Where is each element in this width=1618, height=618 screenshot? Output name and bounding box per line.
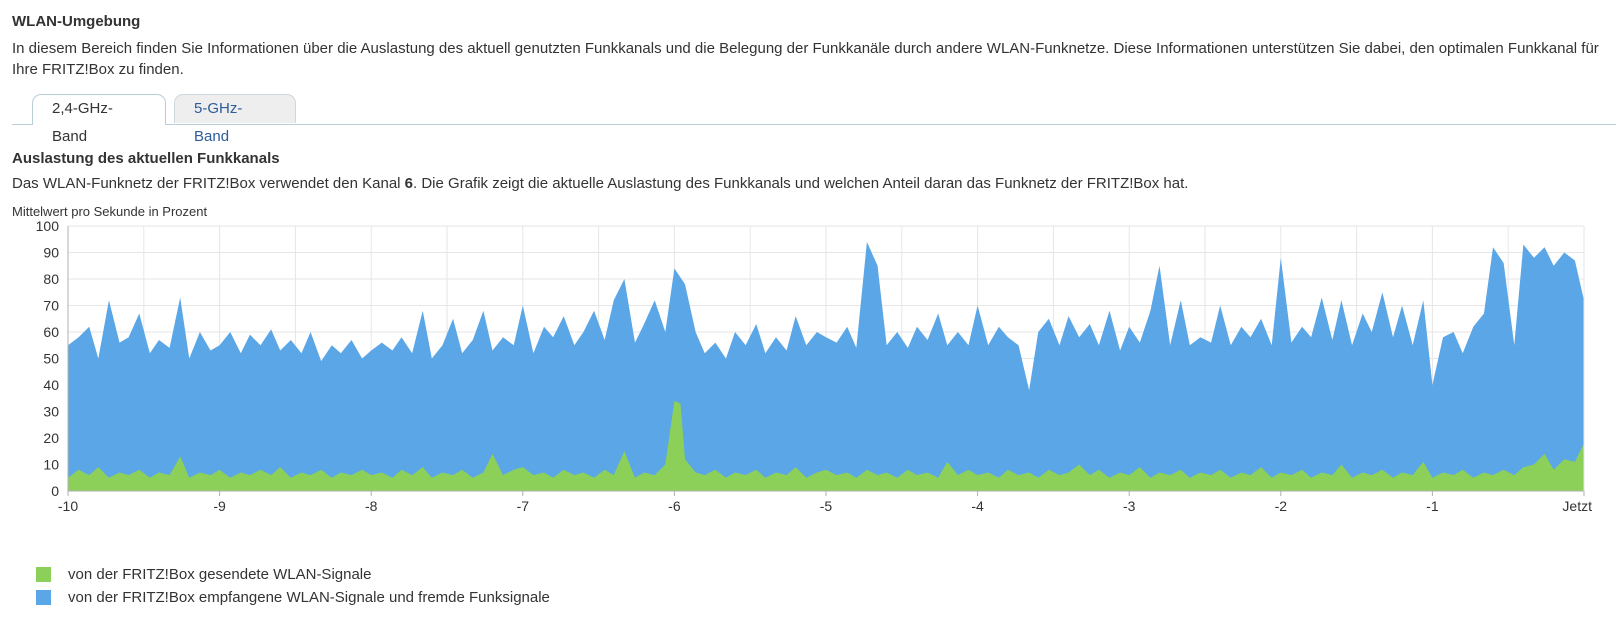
y-tick-label: 10 xyxy=(43,457,59,473)
y-tick-label: 20 xyxy=(43,430,59,446)
x-tick-label: -4 xyxy=(971,498,984,514)
channel-title: Auslastung des aktuellen Funkkanals xyxy=(12,150,280,167)
y-tick-label: 100 xyxy=(36,220,60,234)
legend-swatch-received xyxy=(36,590,51,605)
x-tick-label: -5 xyxy=(820,498,833,514)
legend-item-sent: von der FRITZ!Box gesendete WLAN-Signale xyxy=(36,563,550,586)
channel-number: 6 xyxy=(404,175,414,192)
section-intro: In diesem Bereich finden Sie Information… xyxy=(12,40,1599,78)
area-series-sent xyxy=(68,400,1584,491)
y-tick-label: 0 xyxy=(51,483,59,499)
legend-item-received: von der FRITZ!Box empfangene WLAN-Signal… xyxy=(36,586,550,609)
x-tick-label: -1 xyxy=(1426,498,1439,514)
channel-desc-before: Das WLAN-Funknetz der FRITZ!Box verwende… xyxy=(12,175,405,192)
y-tick-label: 50 xyxy=(43,351,59,367)
legend-label-sent: von der FRITZ!Box gesendete WLAN-Signale xyxy=(68,566,372,583)
y-tick-label: 60 xyxy=(43,324,59,340)
y-tick-label: 30 xyxy=(43,404,59,420)
band-tabs: 2,4-GHz-Band 5-GHz-Band xyxy=(12,94,1616,145)
legend-label-received: von der FRITZ!Box empfangene WLAN-Signal… xyxy=(68,589,550,606)
x-tick-label: -2 xyxy=(1275,498,1288,514)
section-title: WLAN-Umgebung xyxy=(12,13,141,30)
area-series-received xyxy=(68,241,1584,491)
x-tick-label: -9 xyxy=(213,498,226,514)
chart-unit-label: Mittelwert pro Sekunde in Prozent xyxy=(12,204,208,219)
chart-legend: von der FRITZ!Box gesendete WLAN-Signale… xyxy=(36,563,550,609)
x-tick-label: -7 xyxy=(517,498,530,514)
x-tick-label: -3 xyxy=(1123,498,1136,514)
x-tick-label: -10 xyxy=(58,498,78,514)
utilization-chart: 0 10 20 30 40 50 60 70 80 90 100 -10 -9 -8 -7 -6 -5 -4 -3 -… xyxy=(36,220,1592,514)
y-tick-label: 90 xyxy=(43,245,59,261)
legend-swatch-sent xyxy=(36,567,51,582)
x-tick-label: -6 xyxy=(668,498,681,514)
y-tick-label: 40 xyxy=(43,377,59,393)
tab-5-ghz[interactable]: 5-GHz-Band xyxy=(174,94,296,145)
channel-description: Das WLAN-Funknetz der FRITZ!Box verwende… xyxy=(12,175,1188,192)
x-tick-label: -8 xyxy=(365,498,378,514)
channel-desc-after: . Die Grafik zeigt die aktuelle Auslastu… xyxy=(413,175,1189,192)
y-tick-label: 70 xyxy=(43,298,59,314)
tab-2-4-ghz[interactable]: 2,4-GHz-Band xyxy=(32,94,166,145)
y-tick-label: 80 xyxy=(43,271,59,287)
x-tick-label: Jetzt xyxy=(1562,498,1592,514)
